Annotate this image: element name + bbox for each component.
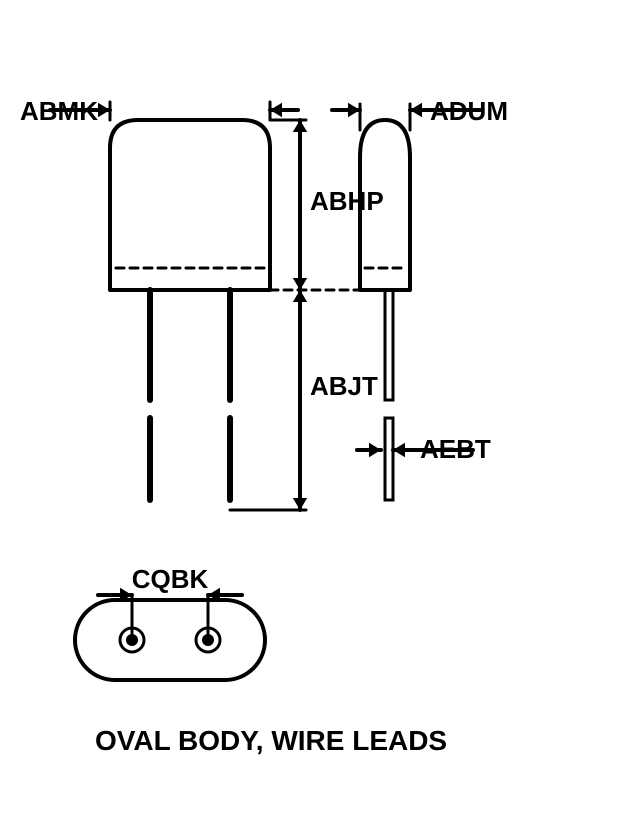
front-body-outline: [110, 120, 270, 290]
label-cqbk: CQBK: [132, 564, 209, 594]
side-lead-bot: [385, 418, 393, 500]
label-aebt: AEBT: [420, 434, 491, 464]
caption-text: OVAL BODY, WIRE LEADS: [95, 725, 447, 756]
label-abmk: ABMK: [20, 96, 98, 126]
oval-footprint-outline: [75, 600, 265, 680]
pin-inner-left: [126, 634, 138, 646]
label-abhp: ABHP: [310, 186, 384, 216]
label-adum: ADUM: [430, 96, 508, 126]
pin-inner-right: [202, 634, 214, 646]
label-abjt: ABJT: [310, 371, 378, 401]
side-lead-top: [385, 290, 393, 400]
